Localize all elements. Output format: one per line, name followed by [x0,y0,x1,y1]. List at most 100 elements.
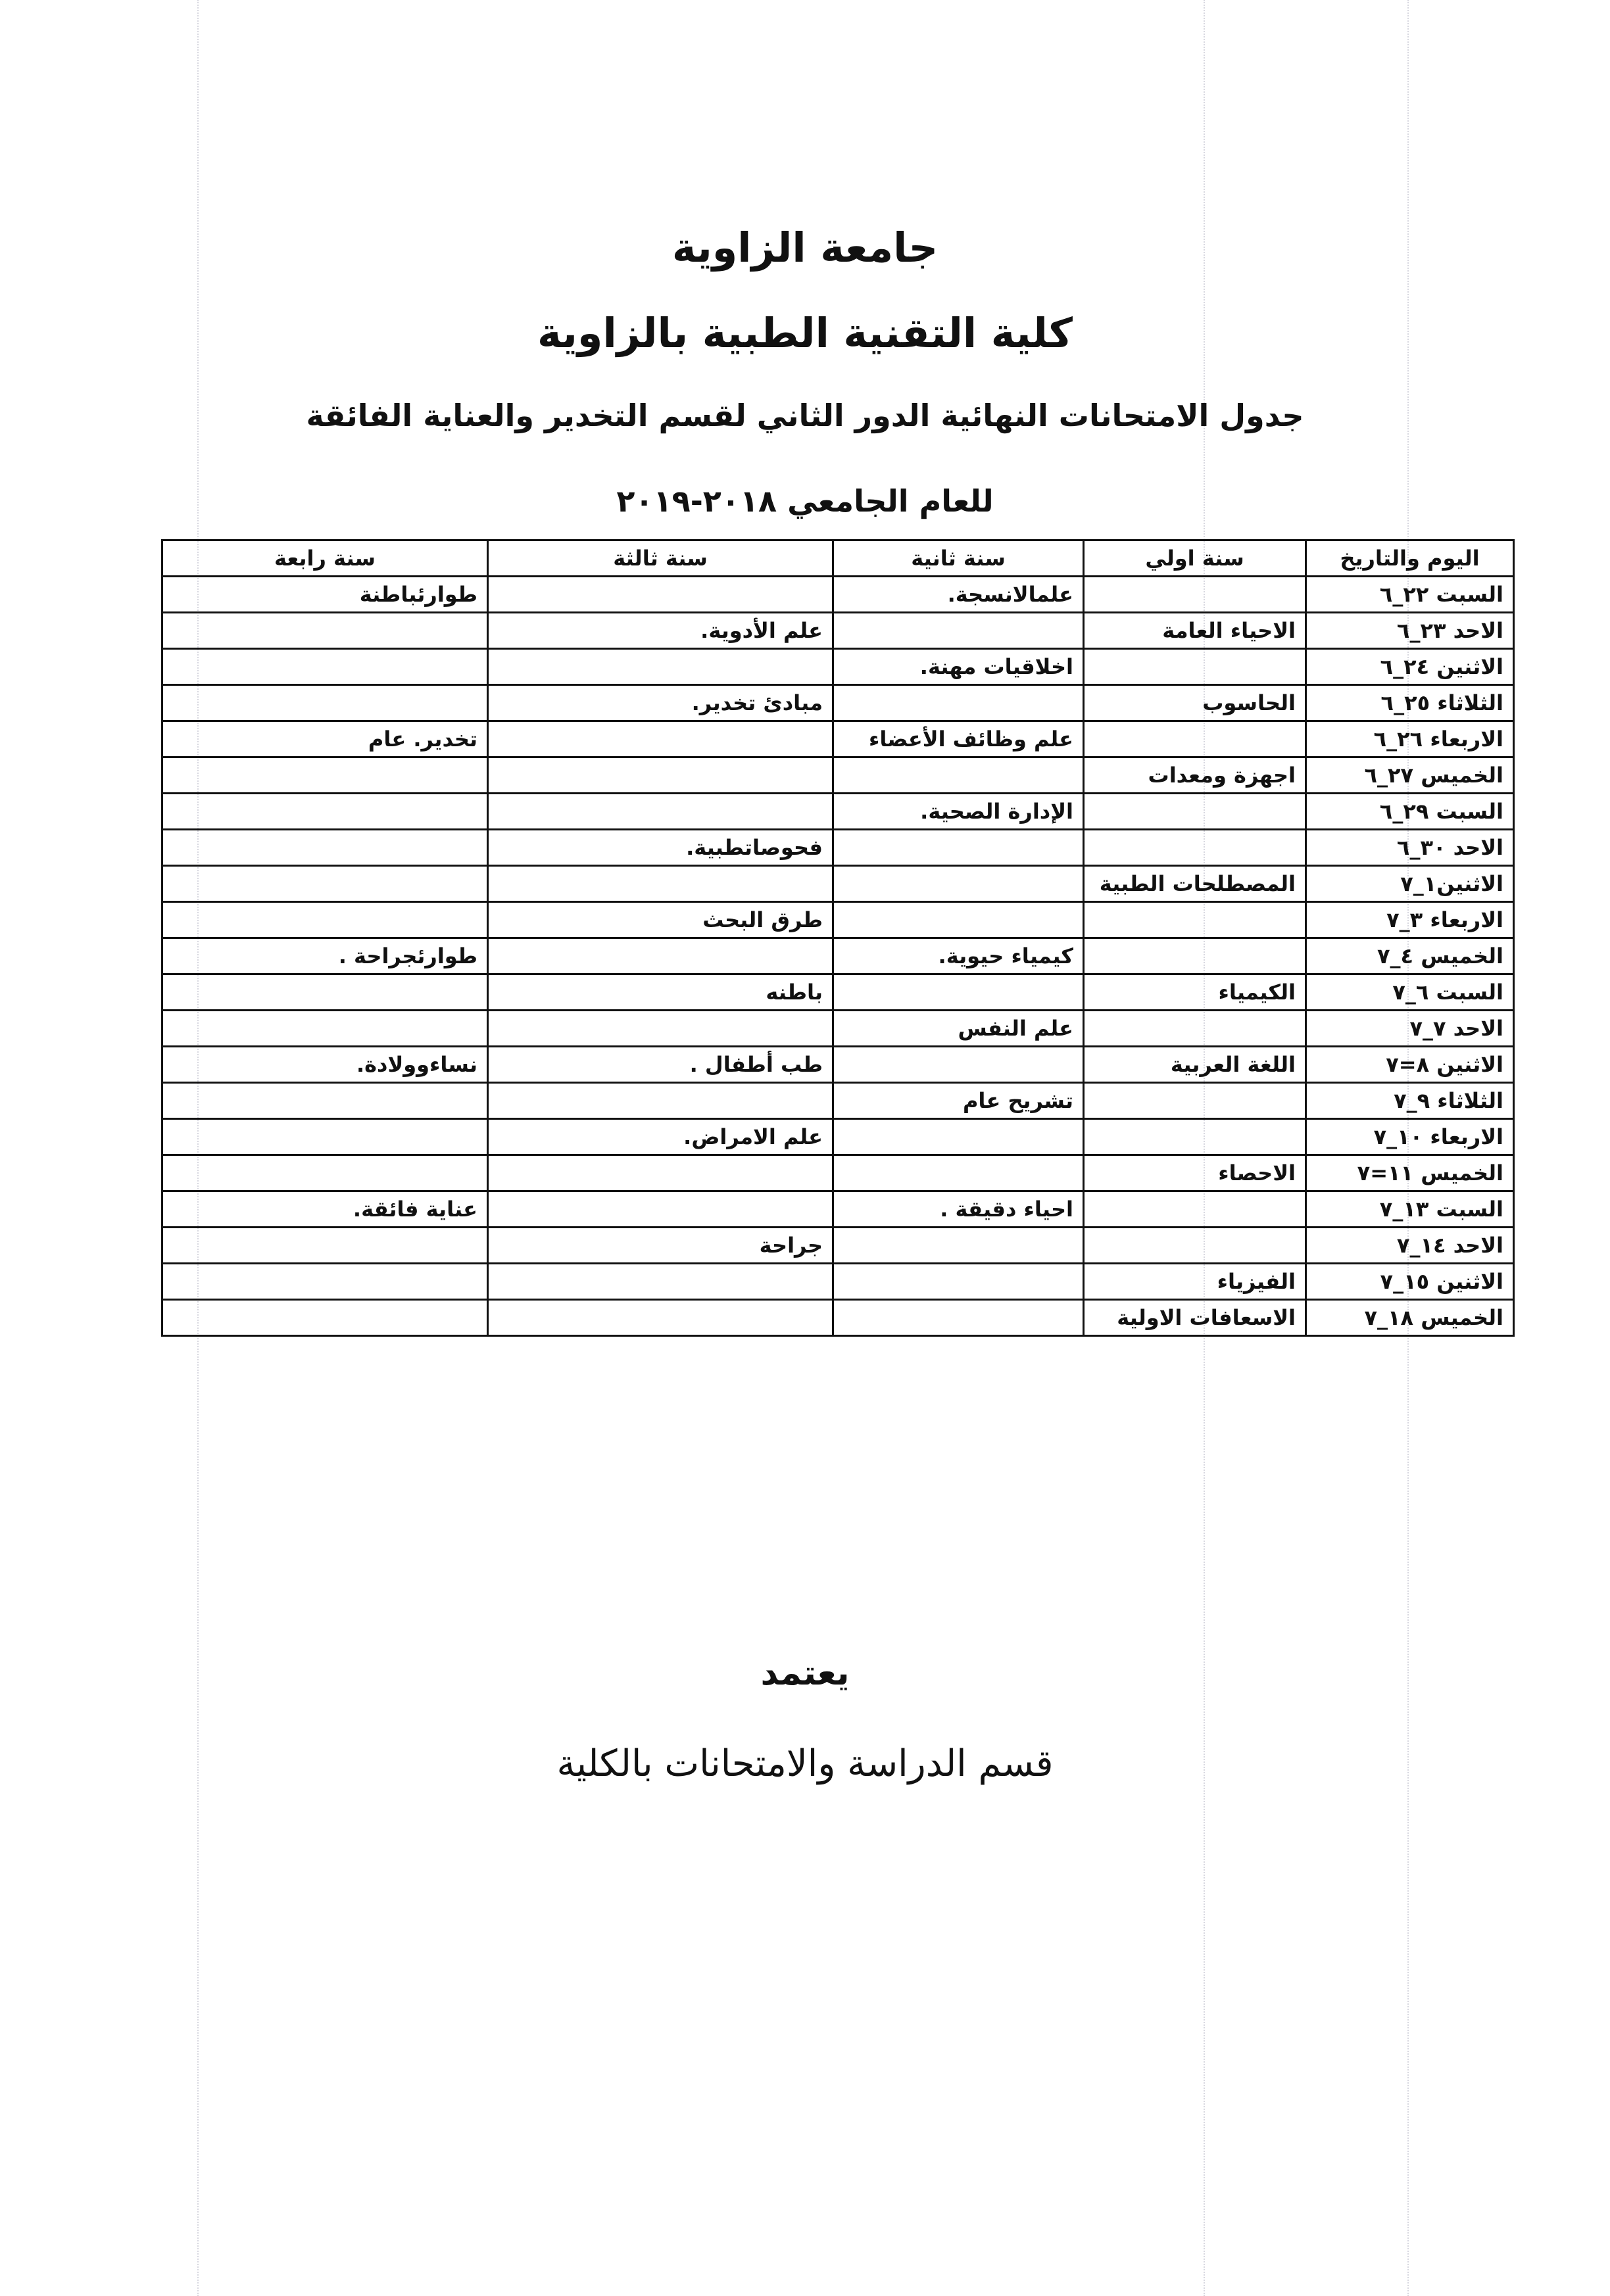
table-row: الثلاثاء ٢٥_٦ الحاسوب مبادئ تخدير. [161,684,1515,722]
cell-year-4 [161,684,489,722]
cell-year-3: فحوصاتطبية. [487,828,834,867]
cell-year-3: طرق البحث [487,901,834,939]
cell-year-2 [832,1118,1085,1156]
cell-year-1 [1083,1009,1307,1047]
cell-year-3: طب أطفال . [487,1045,834,1084]
cell-year-1 [1083,575,1307,613]
cell-year-2 [832,1226,1085,1264]
table-row: السبت ٢٩_٦ الإدارة الصحية. [161,792,1515,830]
cell-year-2 [832,828,1085,867]
cell-year-3 [487,865,834,903]
cell-date: الثلاثاء ٩_٧ [1305,1082,1515,1120]
column-header-date: اليوم والتاريخ [1305,539,1515,577]
column-header-year-2: سنة ثانية [832,539,1085,577]
cell-date: السبت ٦_٧ [1305,973,1515,1011]
cell-year-1 [1083,720,1307,758]
table-row: الخميس ١١=٧ الاحصاء [161,1154,1515,1192]
cell-year-3 [487,720,834,758]
cell-year-1 [1083,1226,1307,1264]
cell-year-2: كيمياء حيوية. [832,937,1085,975]
cell-year-4 [161,648,489,686]
cell-year-3: مبادئ تخدير. [487,684,834,722]
table-row: الاثنين ١٥_٧ الفيزياء [161,1262,1515,1301]
cell-year-3: باطنه [487,973,834,1011]
cell-year-4 [161,756,489,794]
cell-year-2 [832,1262,1085,1301]
table-row: الاحد ٢٣_٦ الاحياء العامة علم الأدوية. [161,611,1515,650]
academic-year: للعام الجامعي ٢٠١٨-٢٠١٩ [616,483,994,519]
table-row: السبت ٢٢_٦ علمالانسجة. طوارئباطنة [161,575,1515,613]
cell-year-4 [161,1118,489,1156]
cell-year-3 [487,937,834,975]
cell-year-2: اخلاقيات مهنة. [832,648,1085,686]
cell-date: السبت ٢٩_٦ [1305,792,1515,830]
cell-date: السبت ١٣_٧ [1305,1190,1515,1228]
cell-year-3 [487,648,834,686]
table-row: السبت ٦_٧ الكيمياء باطنه [161,973,1515,1011]
cell-year-1 [1083,901,1307,939]
cell-year-2 [832,973,1085,1011]
table-row: الاحد ٧_٧ علم النفس [161,1009,1515,1047]
cell-year-2 [832,756,1085,794]
cell-year-4 [161,1154,489,1192]
cell-year-3: علم الأدوية. [487,611,834,650]
cell-year-3 [487,1154,834,1192]
table-row: الاثنين١_٧ المصطلحات الطبية [161,865,1515,903]
table-row: الاحد ١٤_٧ جراحة [161,1226,1515,1264]
cell-year-3 [487,1009,834,1047]
cell-year-2 [832,684,1085,722]
university-name: جامعة الزاوية [671,224,939,272]
cell-year-4: طوارئجراحة . [161,937,489,975]
cell-year-4: طوارئباطنة [161,575,489,613]
cell-date: الاحد ٧_٧ [1305,1009,1515,1047]
exam-schedule-table: اليوم والتاريخ سنة اولي سنة ثانية سنة ثا… [161,539,1515,1337]
cell-date: الاثنين ٢٤_٦ [1305,648,1515,686]
cell-year-1 [1083,1082,1307,1120]
cell-year-4 [161,828,489,867]
cell-date: الاربعاء ٣_٧ [1305,901,1515,939]
cell-year-4 [161,1299,489,1337]
table-row: الخميس ٤_٧ كيمياء حيوية. طوارئجراحة . [161,937,1515,975]
schedule-title: جدول الامتحانات النهائية الدور الثاني لق… [306,398,1304,433]
approval-label: يعتمد [760,1654,850,1693]
approving-department: قسم الدراسة والامتحانات بالكلية [556,1742,1054,1785]
table-row: الثلاثاء ٩_٧ تشريح عام [161,1082,1515,1120]
cell-year-4 [161,792,489,830]
cell-year-1: الكيمياء [1083,973,1307,1011]
cell-year-3 [487,1082,834,1120]
cell-date: الخميس ١١=٧ [1305,1154,1515,1192]
cell-year-3 [487,575,834,613]
table-row: السبت ١٣_٧ احياء دقيقة . عناية فائقة. [161,1190,1515,1228]
cell-year-1: اجهزة ومعدات [1083,756,1307,794]
cell-year-1: الاحياء العامة [1083,611,1307,650]
cell-year-3 [487,1299,834,1337]
cell-year-4 [161,865,489,903]
cell-date: الاحد ٣٠_٦ [1305,828,1515,867]
table-row: الاربعاء ٢٦_٦ علم وظائف الأعضاء تخدير. عام [161,720,1515,758]
cell-year-1 [1083,648,1307,686]
cell-year-4 [161,1009,489,1047]
cell-year-3 [487,1262,834,1301]
cell-year-1 [1083,792,1307,830]
cell-year-2 [832,865,1085,903]
cell-date: الاحد ١٤_٧ [1305,1226,1515,1264]
cell-year-1: الحاسوب [1083,684,1307,722]
cell-year-4 [161,1226,489,1264]
cell-date: الاربعاء ٢٦_٦ [1305,720,1515,758]
cell-year-3 [487,1190,834,1228]
cell-year-1 [1083,1190,1307,1228]
cell-year-1: المصطلحات الطبية [1083,865,1307,903]
cell-year-2 [832,1299,1085,1337]
cell-date: الاثنين١_٧ [1305,865,1515,903]
cell-date: الاحد ٢٣_٦ [1305,611,1515,650]
cell-year-1: اللغة العربية [1083,1045,1307,1084]
cell-year-4: عناية فائقة. [161,1190,489,1228]
cell-year-4 [161,973,489,1011]
cell-year-1: الاحصاء [1083,1154,1307,1192]
cell-year-1 [1083,1118,1307,1156]
cell-year-2: الإدارة الصحية. [832,792,1085,830]
column-header-year-4: سنة رابعة [161,539,489,577]
table-row: الاحد ٣٠_٦ فحوصاتطبية. [161,828,1515,867]
cell-year-3: علم الامراض. [487,1118,834,1156]
cell-date: الخميس ٤_٧ [1305,937,1515,975]
